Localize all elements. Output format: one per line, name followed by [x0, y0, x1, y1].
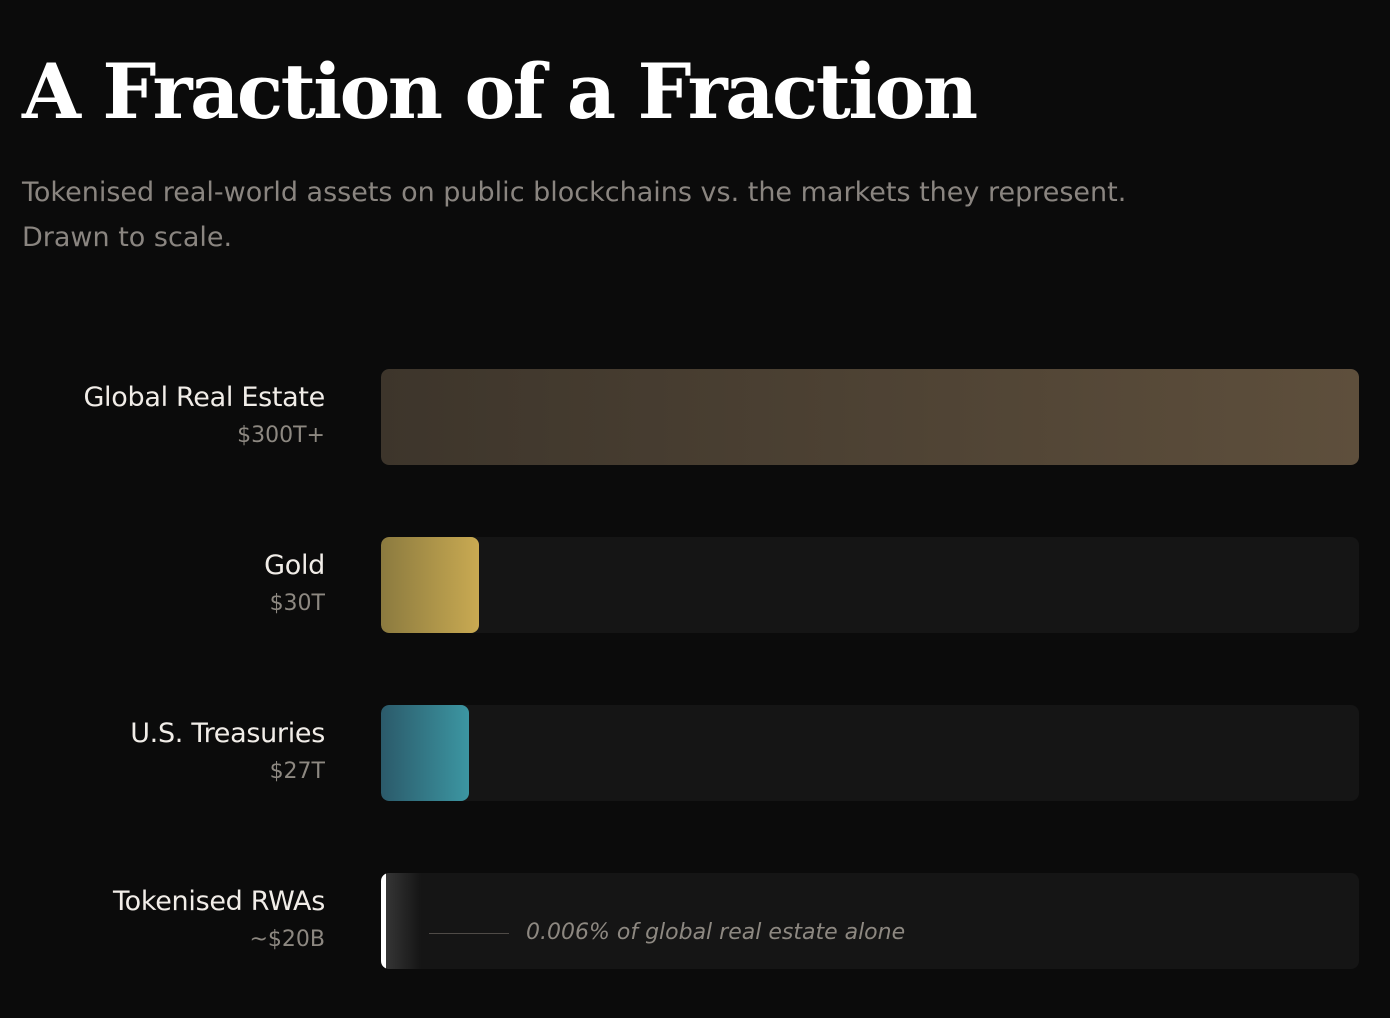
bar-global-real-estate — [381, 369, 1359, 465]
bar-category-label: Gold — [264, 550, 325, 581]
bar-track — [381, 705, 1359, 801]
bar-label-group: Global Real Estate $300T+ — [83, 381, 325, 453]
annotation-leader-line — [429, 932, 509, 934]
bar-track — [381, 369, 1359, 465]
bar-row-tokenised-rwas: Tokenised RWAs ~$20B 0.006% of global re… — [0, 873, 1390, 969]
bar-value-label: ~$20B — [249, 927, 325, 952]
bar-label-group: Gold $30T — [264, 549, 325, 621]
bar-gold — [381, 537, 479, 633]
bar-category-label: Global Real Estate — [83, 382, 325, 413]
bar-edge-glow — [381, 873, 421, 969]
bar-value-label: $300T+ — [237, 423, 325, 448]
bar-label-group: Tokenised RWAs ~$20B — [113, 885, 325, 957]
bar-track — [381, 537, 1359, 633]
bar-category-label: Tokenised RWAs — [113, 886, 325, 917]
bar-track: 0.006% of global real estate alone — [381, 873, 1359, 969]
bar-row-us-treasuries: U.S. Treasuries $27T — [0, 705, 1390, 801]
bar-us-treasuries — [381, 705, 470, 801]
bar-value-label: $27T — [269, 759, 325, 784]
annotation-text: 0.006% of global real estate alone — [526, 920, 906, 945]
bar-label-group: U.S. Treasuries $27T — [130, 717, 325, 789]
bar-row-global-real-estate: Global Real Estate $300T+ — [0, 369, 1390, 465]
page-subtitle: Tokenised real-world assets on public bl… — [22, 170, 1222, 260]
subtitle-line-1: Tokenised real-world assets on public bl… — [22, 177, 1127, 208]
bar-category-label: U.S. Treasuries — [130, 718, 325, 749]
bar-tokenised-rwas — [381, 873, 386, 969]
bar-value-label: $30T — [269, 591, 325, 616]
page-title: A Fraction of a Fraction — [22, 47, 978, 136]
bar-row-gold: Gold $30T — [0, 537, 1390, 633]
subtitle-line-2: Drawn to scale. — [22, 222, 233, 253]
bar-annotation: 0.006% of global real estate alone — [429, 919, 905, 947]
